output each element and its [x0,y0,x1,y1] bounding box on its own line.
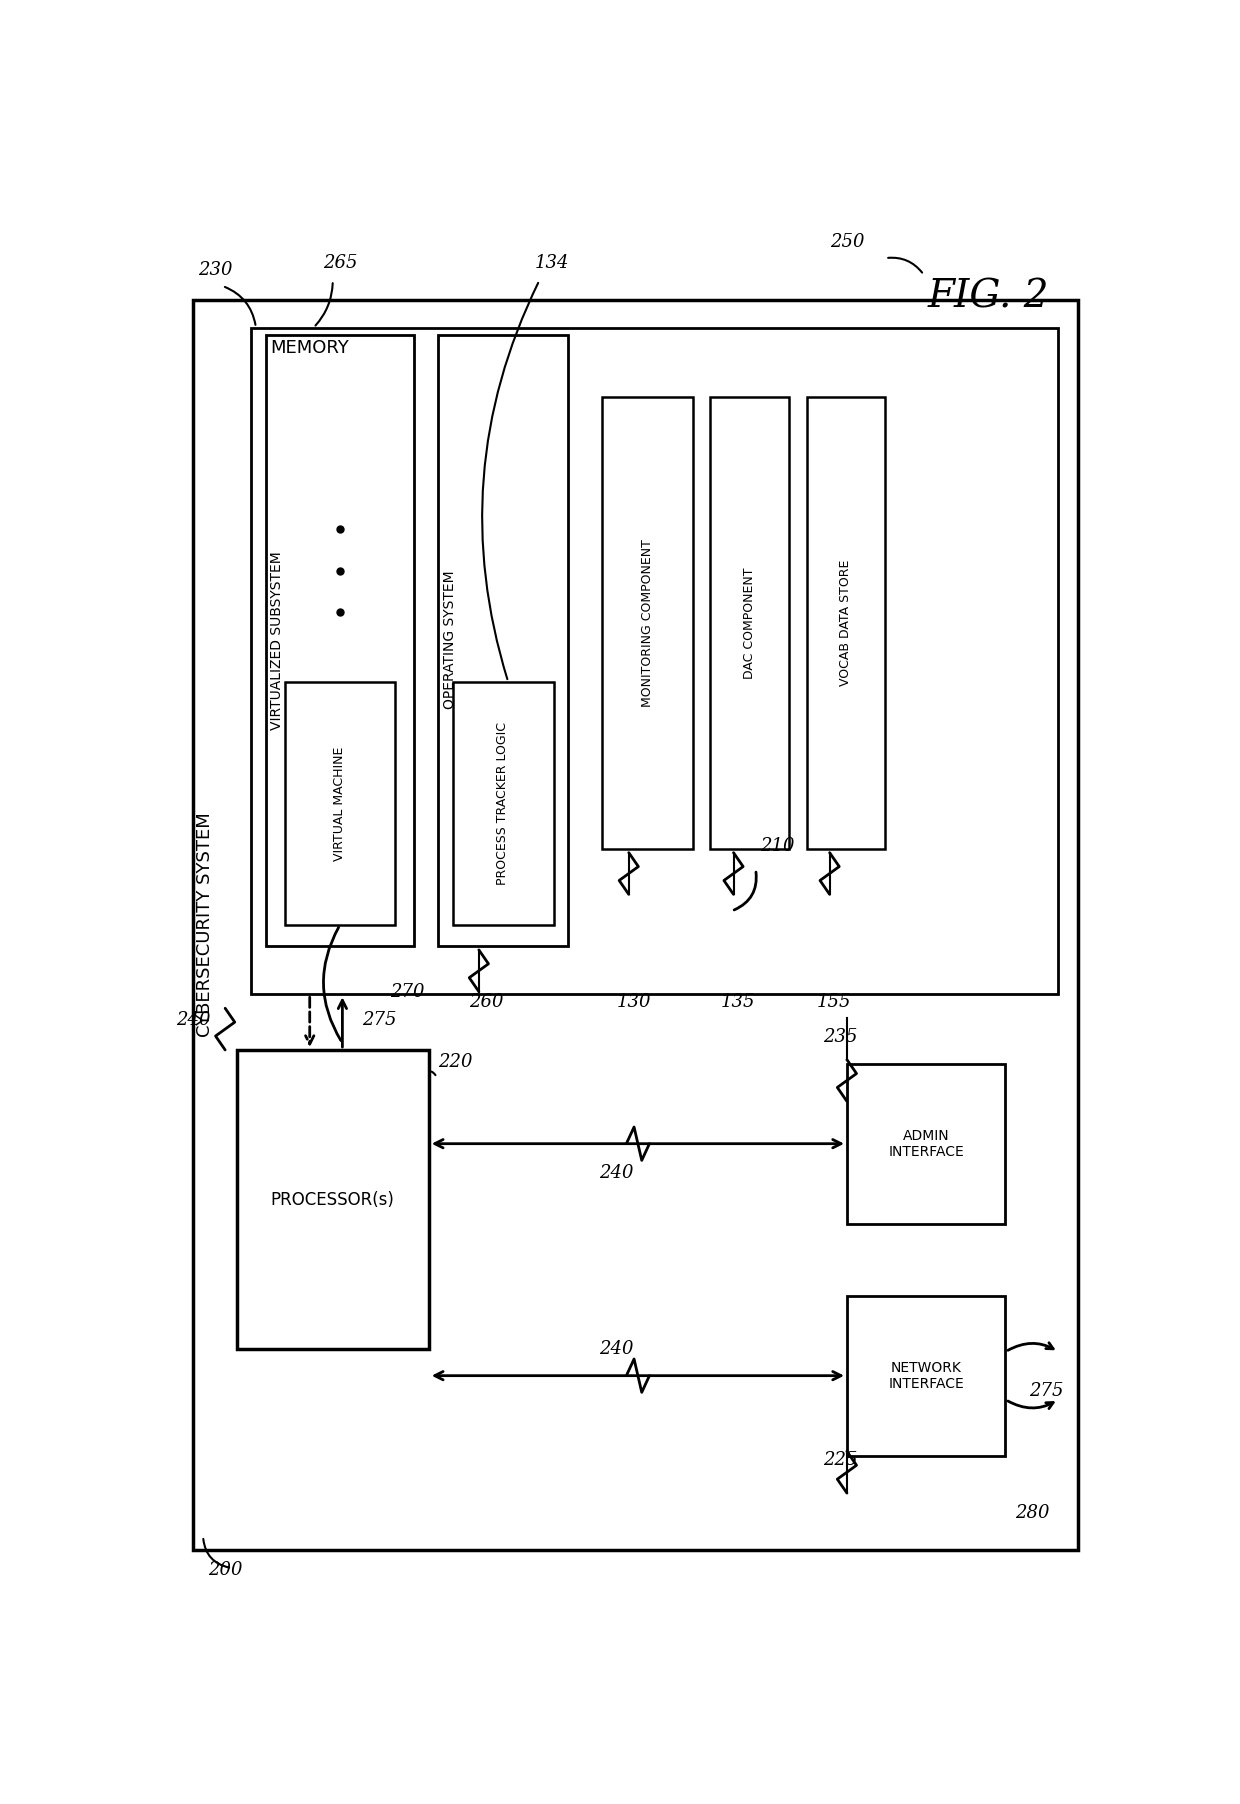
Bar [453,682,554,925]
Text: PROCESSOR(s): PROCESSOR(s) [270,1191,394,1209]
Text: 265: 265 [324,254,357,272]
Text: VIRTUAL MACHINE: VIRTUAL MACHINE [334,747,346,861]
Text: 250: 250 [830,233,864,251]
Bar [265,334,414,945]
Text: 220: 220 [439,1054,472,1072]
Text: 270: 270 [391,983,425,1001]
Bar [847,1295,1006,1456]
Text: VOCAB DATA STORE: VOCAB DATA STORE [839,559,852,686]
Text: ADMIN
INTERFACE: ADMIN INTERFACE [888,1129,963,1158]
Text: 134: 134 [534,254,569,272]
Bar [711,397,789,848]
Text: 260: 260 [469,992,503,1010]
Text: 230: 230 [198,262,233,280]
Bar [806,397,885,848]
Text: 275: 275 [362,1010,396,1028]
Text: 240: 240 [599,1164,634,1182]
Bar [847,1064,1006,1223]
Text: NETWORK
INTERFACE: NETWORK INTERFACE [888,1362,963,1391]
Bar [285,682,396,925]
Text: 240: 240 [176,1010,211,1028]
Text: 200: 200 [208,1560,242,1578]
Text: 275: 275 [1029,1382,1064,1400]
Bar [237,1050,429,1349]
Text: PROCESS TRACKER LOGIC: PROCESS TRACKER LOGIC [496,722,510,886]
Text: 240: 240 [599,1340,634,1358]
Text: MONITORING COMPONENT: MONITORING COMPONENT [641,539,653,707]
Text: OPERATING SYSTEM: OPERATING SYSTEM [443,570,458,709]
Text: 155: 155 [817,992,852,1010]
Text: 210: 210 [760,837,795,855]
Bar [439,334,568,945]
Text: FIG. 2: FIG. 2 [928,280,1049,316]
Text: VIRTUALIZED SUBSYSTEM: VIRTUALIZED SUBSYSTEM [270,550,284,729]
Text: 235: 235 [823,1028,857,1046]
Text: 135: 135 [722,992,755,1010]
Text: 225: 225 [823,1452,857,1470]
Bar [601,397,693,848]
Bar [250,328,1059,994]
Text: 280: 280 [1016,1505,1049,1523]
Text: 130: 130 [616,992,651,1010]
Text: CYBERSECURITY SYSTEM: CYBERSECURITY SYSTEM [196,812,215,1037]
Text: MEMORY: MEMORY [270,339,350,357]
Text: DAC COMPONENT: DAC COMPONENT [743,566,756,678]
